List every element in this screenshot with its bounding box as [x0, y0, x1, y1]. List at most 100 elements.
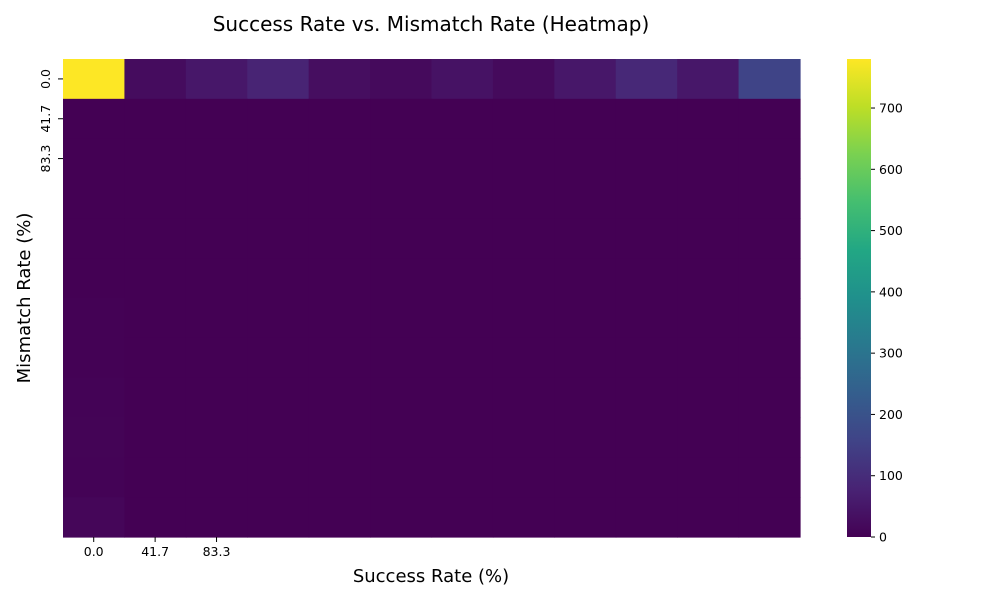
heatmap-cell [554, 218, 617, 259]
heatmap-cell [370, 377, 433, 419]
heatmap-cell [615, 138, 678, 180]
heatmap-cell [185, 178, 248, 219]
heatmap-cell [677, 337, 740, 379]
heatmap-cell [431, 417, 494, 458]
heatmap-cell [124, 138, 187, 180]
colorbar-tick-label: 0 [879, 530, 887, 545]
heatmap-cell [308, 218, 371, 259]
heatmap-cell [185, 138, 248, 180]
heatmap-cell [247, 59, 310, 100]
heatmap-cell [738, 138, 801, 180]
heatmap-cell [431, 337, 494, 379]
colorbar-tick-label: 100 [879, 468, 903, 483]
heatmap-cell [615, 457, 678, 498]
heatmap-cell [738, 337, 801, 379]
heatmap-cell [63, 497, 126, 538]
heatmap-cell [370, 59, 433, 100]
heatmap-cell [431, 98, 494, 140]
heatmap-cell [677, 218, 740, 259]
heatmap-cell [370, 178, 433, 219]
heatmap-cell [247, 417, 310, 458]
colorbar-tick-label: 400 [879, 284, 903, 299]
heatmap-cell [63, 457, 126, 498]
heatmap-cell [308, 298, 371, 339]
heatmap-cell [124, 258, 187, 299]
colorbar-tick-label: 700 [879, 101, 903, 116]
heatmap-cell [124, 497, 187, 538]
heatmap-cell [615, 258, 678, 299]
heatmap-cell [738, 178, 801, 219]
heatmap-cell [738, 98, 801, 140]
heatmap-cell [738, 59, 801, 100]
heatmap-cell [554, 98, 617, 140]
heatmap-cell [63, 98, 126, 140]
heatmap-cell [738, 497, 801, 538]
heatmap-cell [185, 337, 248, 379]
heatmap-cell [308, 258, 371, 299]
heatmap-cell [247, 457, 310, 498]
heatmap-cell [431, 138, 494, 180]
heatmap-cell [492, 258, 555, 299]
heatmap-cell [370, 457, 433, 498]
heatmap-cell [370, 138, 433, 180]
heatmap-cell [63, 138, 126, 180]
heatmap-cell [370, 337, 433, 379]
heatmap-cell [63, 218, 126, 259]
heatmap-cell [63, 258, 126, 299]
heatmap-cell [247, 138, 310, 180]
heatmap-cell [431, 59, 494, 100]
heatmap-cell [738, 457, 801, 498]
heatmap-cell [63, 377, 126, 419]
heatmap-cell [615, 337, 678, 379]
heatmap-cell [738, 298, 801, 339]
heatmap-cell [677, 497, 740, 538]
heatmap-cell [554, 138, 617, 180]
heatmap-cell [308, 417, 371, 458]
heatmap-cell [677, 377, 740, 419]
heatmap-cell [492, 377, 555, 419]
heatmap-cell [63, 178, 126, 219]
heatmap-cell [124, 337, 187, 379]
heatmap-cell [247, 218, 310, 259]
x-tick-label: 41.7 [141, 544, 169, 559]
heatmap-cell [308, 337, 371, 379]
y-axis-label: Mismatch Rate (%) [14, 213, 35, 384]
colorbar-tick-label: 600 [879, 162, 903, 177]
heatmap-cell [247, 98, 310, 140]
heatmap-cell [492, 98, 555, 140]
heatmap-cell [431, 178, 494, 219]
colorbar-tick-label: 300 [879, 346, 903, 361]
heatmap-cell [124, 98, 187, 140]
heatmap-cell [124, 298, 187, 339]
heatmap-cell [677, 258, 740, 299]
heatmap-cell [492, 337, 555, 379]
heatmap-cell [185, 377, 248, 419]
heatmap-cell [124, 457, 187, 498]
heatmap-cell [308, 59, 371, 100]
x-tick-label: 83.3 [203, 544, 231, 559]
heatmap-cell [124, 59, 187, 100]
y-axis-ticks: 0.0 41.7 83.3 [38, 69, 63, 173]
heatmap-cell [492, 138, 555, 180]
heatmap-cell [308, 178, 371, 219]
heatmap-cell [185, 497, 248, 538]
heatmap-cell [615, 298, 678, 339]
heatmap-cell [554, 178, 617, 219]
heatmap-cell [677, 417, 740, 458]
heatmap-cell [738, 258, 801, 299]
heatmap-cell [185, 417, 248, 458]
heatmap-cell [247, 298, 310, 339]
heatmap-cell [247, 337, 310, 379]
colorbar-tick-label: 200 [879, 407, 903, 422]
x-axis-label: Success Rate (%) [353, 566, 509, 587]
heatmap-cell [615, 98, 678, 140]
heatmap-cell [185, 457, 248, 498]
heatmap-cell [247, 178, 310, 219]
heatmap-cell [370, 98, 433, 140]
heatmap-cell [308, 138, 371, 180]
heatmap-cell [677, 457, 740, 498]
heatmap-cell [185, 218, 248, 259]
heatmap-cell [431, 457, 494, 498]
heatmap-cell [677, 138, 740, 180]
heatmap-cell [370, 298, 433, 339]
